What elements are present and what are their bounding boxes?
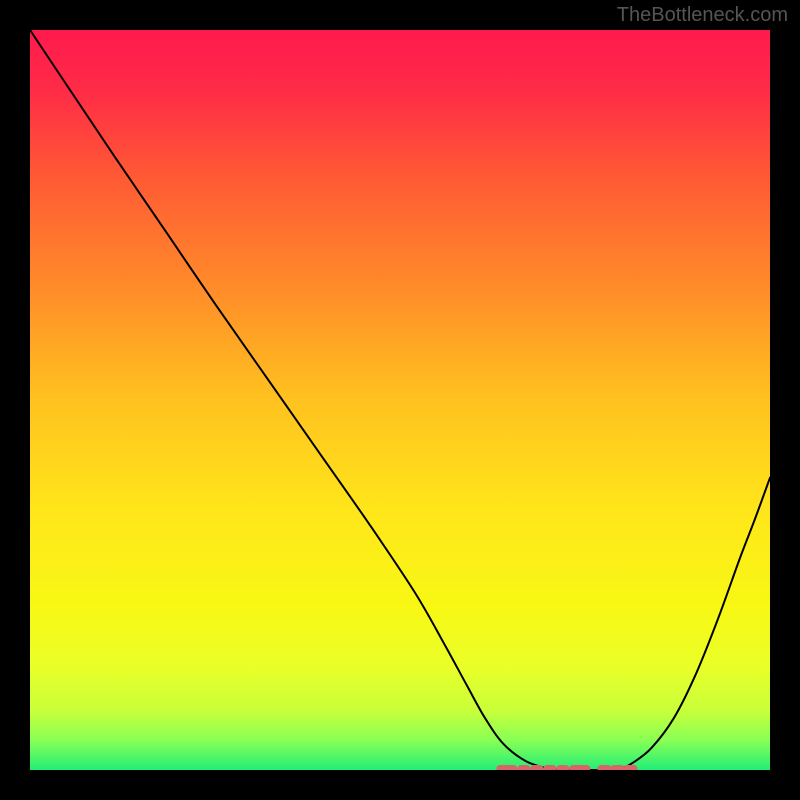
gradient-background bbox=[30, 30, 770, 770]
watermark-text: TheBottleneck.com bbox=[617, 4, 788, 27]
bottleneck-chart bbox=[30, 30, 770, 770]
chart-container bbox=[30, 30, 770, 770]
